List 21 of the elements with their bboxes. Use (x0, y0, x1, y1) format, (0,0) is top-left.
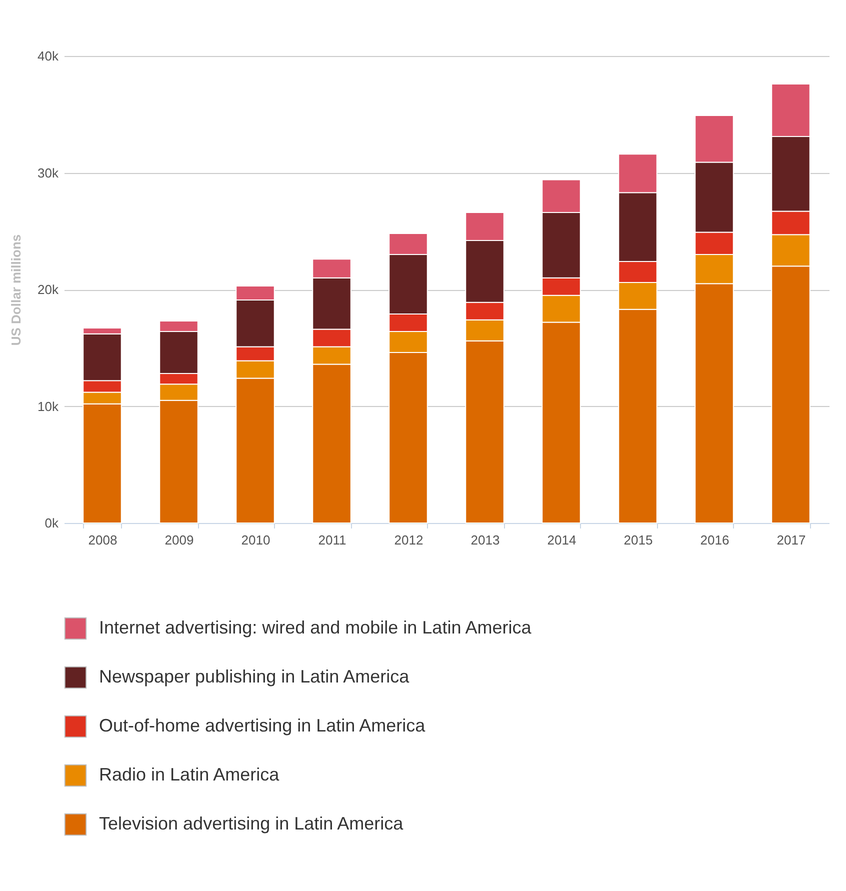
y-tick-label: 0k (44, 516, 59, 530)
y-tick-label: 20k (38, 282, 59, 297)
legend-label: Internet advertising: wired and mobile in Latin America (99, 618, 532, 638)
x-tick-label: 2013 (470, 532, 500, 548)
x-tick-label: 2017 (776, 532, 806, 548)
x-tick-label: 2009 (164, 532, 194, 548)
y-axis-title: US Dollar millions (8, 234, 24, 346)
x-tick-label: 2016 (700, 532, 730, 548)
y-tick-label: 10k (38, 398, 59, 414)
x-tick-label: 2008 (88, 532, 118, 548)
legend-label: Radio in Latin America (99, 764, 280, 784)
x-tick-label: 2014 (547, 532, 576, 548)
legend-label: Television advertising in Latin America (99, 814, 404, 834)
legend-label: Newspaper publishing in Latin America (99, 666, 410, 686)
legend-label: Out-of-home advertising in Latin America (99, 716, 426, 736)
x-tick-label: 2015 (624, 532, 653, 548)
x-tick-label: 2012 (394, 532, 424, 548)
y-tick-label: 40k (38, 48, 59, 64)
x-tick-label: 2010 (241, 532, 270, 548)
x-tick-label: 2011 (318, 532, 346, 548)
y-tick-label: 30k (38, 165, 59, 180)
